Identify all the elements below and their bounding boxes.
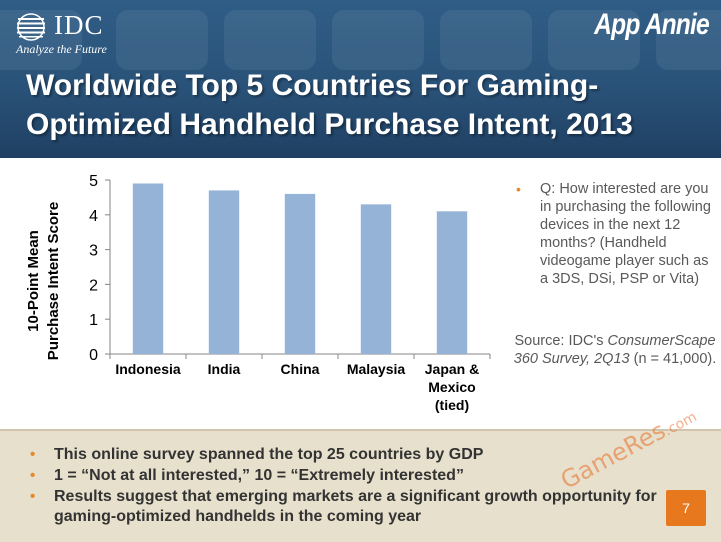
background-tile — [548, 10, 640, 70]
list-item: • Results suggest that emerging markets a… — [30, 487, 670, 527]
bar — [208, 190, 240, 354]
idc-logo-text: IDC — [54, 10, 104, 40]
source-title: ConsumerScape 360 Survey, 2Q13 — [513, 333, 716, 367]
question-note: • Q: How interested are you in purchasin… — [516, 180, 712, 288]
footer-bullet-list: • This online survey spanned the top 25 c… — [30, 445, 670, 528]
background-tile — [224, 10, 316, 70]
x-tick-label: India — [208, 361, 241, 377]
y-axis-title: 10-Point Mean — [25, 230, 42, 332]
y-axis-title: Purchase Intent Score — [45, 202, 62, 360]
x-tick-label: Japan & — [425, 361, 479, 377]
background-tile — [332, 10, 424, 70]
x-tick-label: Malaysia — [347, 361, 406, 377]
y-tick-label: 1 — [89, 312, 98, 329]
background-tile — [440, 10, 532, 70]
bar — [436, 211, 468, 354]
source-prefix: Source: IDC's — [514, 333, 604, 349]
list-item: • 1 = “Not at all interested,” 10 = “Extr… — [30, 466, 670, 486]
bullet-dot-icon: • — [30, 467, 36, 484]
x-tick-label: Indonesia — [115, 361, 181, 377]
y-tick-label: 2 — [89, 277, 98, 294]
x-tick-label: (tied) — [435, 397, 469, 413]
source-suffix: (n = 41,000). — [633, 351, 717, 367]
question-text: Q: How interested are you in purchasing … — [540, 181, 711, 287]
list-item-text: This online survey spanned the top 25 co… — [54, 446, 484, 463]
background-tile — [116, 10, 208, 70]
list-item-text: Results suggest that emerging markets ar… — [54, 488, 657, 525]
bar — [360, 204, 392, 354]
bar — [132, 183, 164, 354]
idc-logo: IDC Analyze the Future — [14, 10, 114, 56]
y-tick-label: 3 — [89, 243, 98, 260]
y-tick-label: 0 — [89, 347, 98, 364]
footer-notes: • This online survey spanned the top 25 c… — [0, 429, 721, 542]
page-number: 7 — [666, 490, 706, 526]
bullet-dot-icon: • — [516, 181, 521, 197]
list-item: • This online survey spanned the top 25 c… — [30, 445, 670, 465]
app-annie-logo: App Annie — [594, 8, 710, 41]
list-item-text: 1 = “Not at all interested,” 10 = “Extre… — [54, 467, 464, 484]
bullet-dot-icon: • — [30, 488, 36, 505]
bullet-dot-icon: • — [30, 446, 36, 463]
idc-tagline: Analyze the Future — [16, 42, 107, 56]
bar — [284, 193, 316, 354]
source-note: Source: IDC's ConsumerScape 360 Survey, … — [512, 332, 718, 368]
y-tick-label: 4 — [89, 208, 98, 225]
bar-chart: 0 1 2 3 4 5 Indonesia India China Malaysia Japan &… — [25, 173, 491, 413]
x-tick-label: Mexico — [428, 379, 475, 395]
y-tick-label: 5 — [89, 173, 98, 190]
x-tick-label: China — [281, 361, 320, 377]
slide-title: Worldwide Top 5 Countries For Gaming-Opt… — [26, 69, 633, 141]
globe-icon — [17, 13, 45, 41]
header-banner: IDC Analyze the Future App Annie Worldwi… — [0, 0, 721, 158]
background-tile — [656, 10, 721, 70]
